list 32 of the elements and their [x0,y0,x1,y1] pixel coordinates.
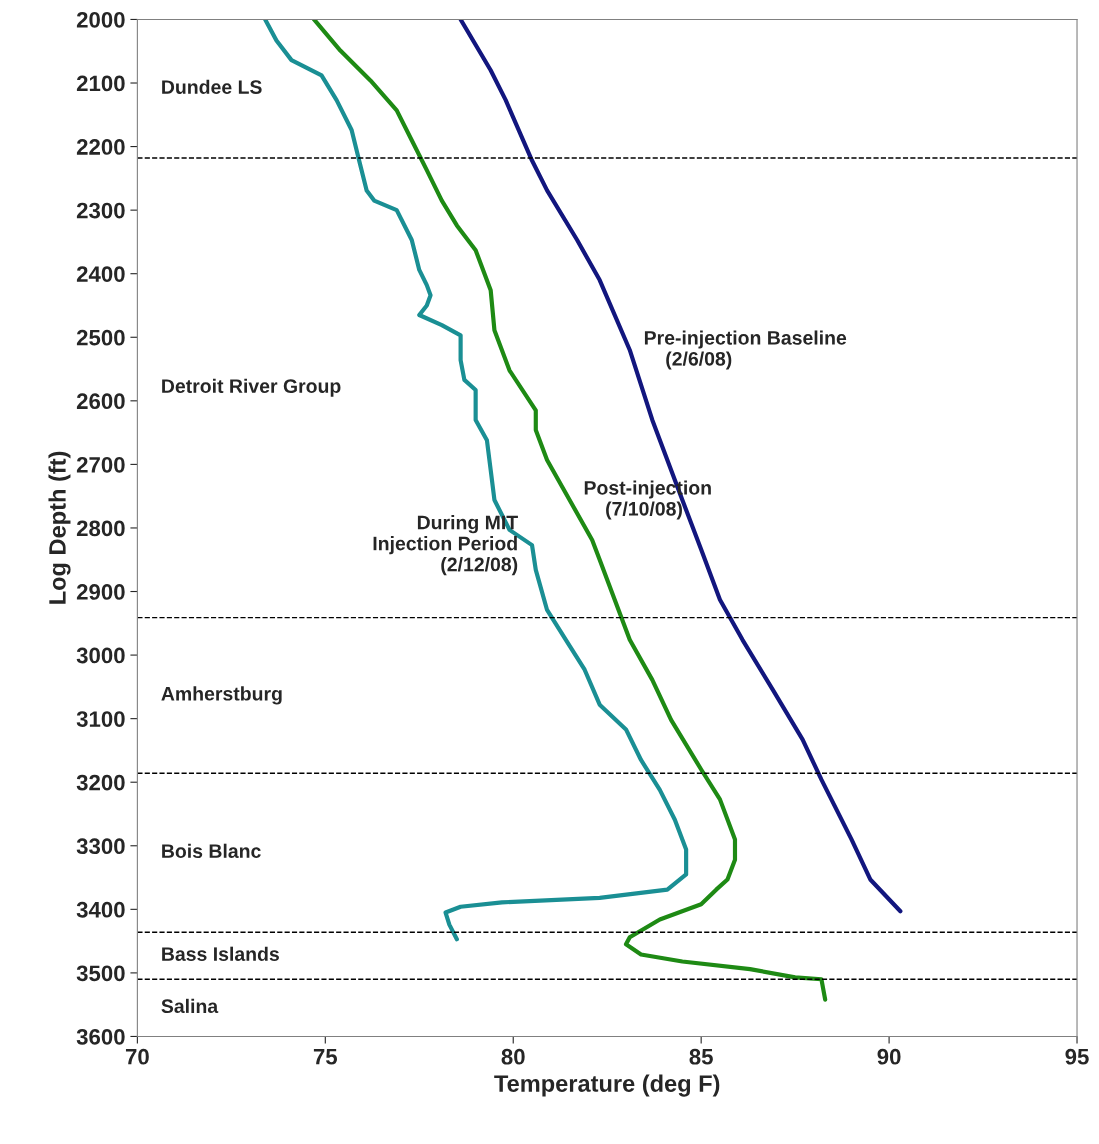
annotation: Bass Islands [162,946,279,961]
y-tick-label: 2100 [76,75,125,92]
annotation: Dundee LS [162,79,262,94]
y-tick-label: 3500 [76,965,125,982]
y-tick-label: 2400 [76,266,125,282]
y-tick-label: 2700 [76,456,125,473]
y-tick-label: 2300 [76,202,125,219]
y-tick-label: 3000 [76,647,125,664]
y-tick-label: 2500 [76,329,125,346]
y-tick-label: 3400 [76,901,125,918]
x-tick-label: 90 [877,1048,901,1065]
y-tick-label: 3100 [76,711,125,727]
x-tick-label: 75 [313,1049,338,1065]
y-tick-label: 3600 [76,1029,125,1045]
x-tick-label: 80 [501,1048,525,1065]
y-tick-label: 2800 [76,520,125,537]
y-axis-title: Log Depth (ft) [48,451,71,604]
annotation: Pre-injection Baseline (2/6/08) [644,330,847,370]
y-tick-label: 3200 [76,774,125,791]
x-tick-label: 70 [125,1048,149,1065]
y-tick-label: 3300 [76,838,125,855]
y-tick-label: 2200 [76,139,125,155]
x-tick-label: 85 [689,1048,713,1065]
y-tick-label: 2000 [76,11,125,28]
y-tick-label: 2600 [76,393,125,410]
x-axis-title: Temperature (deg F) [494,1074,720,1097]
annotation: Detroit River Group [162,378,341,397]
y-tick-label: 2900 [76,584,125,600]
annotation: Bois Blanc [162,843,261,858]
annotation: Amherstburg [161,686,282,705]
x-tick-label: 95 [1065,1048,1089,1065]
annotation: Salina [161,998,219,1014]
